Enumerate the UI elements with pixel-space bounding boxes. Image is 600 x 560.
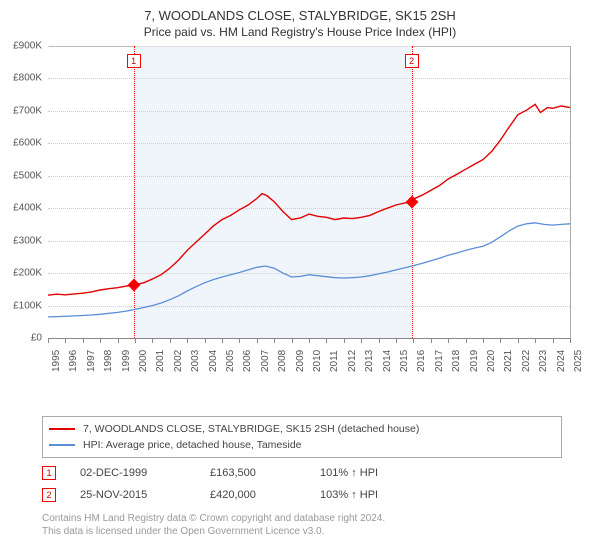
x-axis-label: 2008 (277, 350, 288, 372)
x-axis-label: 2014 (382, 350, 393, 372)
x-axis-label: 2021 (503, 350, 514, 372)
transaction-row: 1 02-DEC-1999£163,500101% ↑ HPI (42, 462, 430, 484)
x-axis-label: 2002 (173, 350, 184, 372)
x-axis-label: 2007 (260, 350, 271, 372)
footer-line: This data is licensed under the Open Gov… (42, 525, 385, 538)
x-axis-label: 2012 (347, 350, 358, 372)
x-axis-label: 2024 (556, 350, 567, 372)
legend-swatch (49, 428, 75, 430)
x-axis-label: 1997 (86, 350, 97, 372)
x-axis-label: 2023 (538, 350, 549, 372)
x-axis-label: 2020 (486, 350, 497, 372)
x-axis-label: 2009 (295, 350, 306, 372)
x-axis-label: 2015 (399, 350, 410, 372)
price-chart: £0£100K£200K£300K£400K£500K£600K£700K£80… (0, 46, 600, 378)
legend-item: HPI: Average price, detached house, Tame… (49, 437, 555, 453)
transaction-hpi-pct: 101% ↑ HPI (320, 467, 430, 479)
legend: 7, WOODLANDS CLOSE, STALYBRIDGE, SK15 2S… (42, 416, 562, 458)
transaction-date: 25-NOV-2015 (80, 489, 210, 501)
x-axis-label: 1998 (103, 350, 114, 372)
x-axis-label: 2017 (434, 350, 445, 372)
page-subtitle: Price paid vs. HM Land Registry's House … (0, 25, 600, 39)
legend-label: 7, WOODLANDS CLOSE, STALYBRIDGE, SK15 2S… (83, 423, 419, 435)
x-axis-label: 2005 (225, 350, 236, 372)
x-axis-label: 2019 (469, 350, 480, 372)
x-axis-label: 1999 (121, 350, 132, 372)
x-axis-label: 2016 (416, 350, 427, 372)
chart-series-line (48, 104, 570, 295)
transaction-marker: 2 (42, 488, 56, 502)
legend-swatch (49, 444, 75, 446)
x-axis-label: 2010 (312, 350, 323, 372)
x-axis-label: 1996 (68, 350, 79, 372)
x-axis-label: 1995 (51, 350, 62, 372)
legend-item: 7, WOODLANDS CLOSE, STALYBRIDGE, SK15 2S… (49, 421, 555, 437)
footer-line: Contains HM Land Registry data © Crown c… (42, 512, 385, 525)
page-title: 7, WOODLANDS CLOSE, STALYBRIDGE, SK15 2S… (0, 8, 600, 23)
transaction-price: £163,500 (210, 467, 320, 479)
chart-series-line (48, 223, 570, 317)
transaction-price: £420,000 (210, 489, 320, 501)
x-axis-label: 2013 (364, 350, 375, 372)
x-axis-label: 2001 (155, 350, 166, 372)
x-axis-label: 2018 (451, 350, 462, 372)
x-axis-label: 2025 (573, 350, 584, 372)
x-axis-label: 2006 (242, 350, 253, 372)
x-axis-label: 2000 (138, 350, 149, 372)
footer-attribution: Contains HM Land Registry data © Crown c… (42, 512, 385, 538)
transaction-row: 2 25-NOV-2015£420,000103% ↑ HPI (42, 484, 430, 506)
x-axis-label: 2011 (329, 350, 340, 372)
transaction-hpi-pct: 103% ↑ HPI (320, 489, 430, 501)
transaction-marker: 1 (42, 466, 56, 480)
transaction-date: 02-DEC-1999 (80, 467, 210, 479)
transaction-table: 1 02-DEC-1999£163,500101% ↑ HPI 2 25-NOV-20… (42, 462, 430, 506)
x-axis-label: 2004 (208, 350, 219, 372)
x-axis-label: 2022 (521, 350, 532, 372)
x-axis-label: 2003 (190, 350, 201, 372)
legend-label: HPI: Average price, detached house, Tame… (83, 439, 302, 451)
